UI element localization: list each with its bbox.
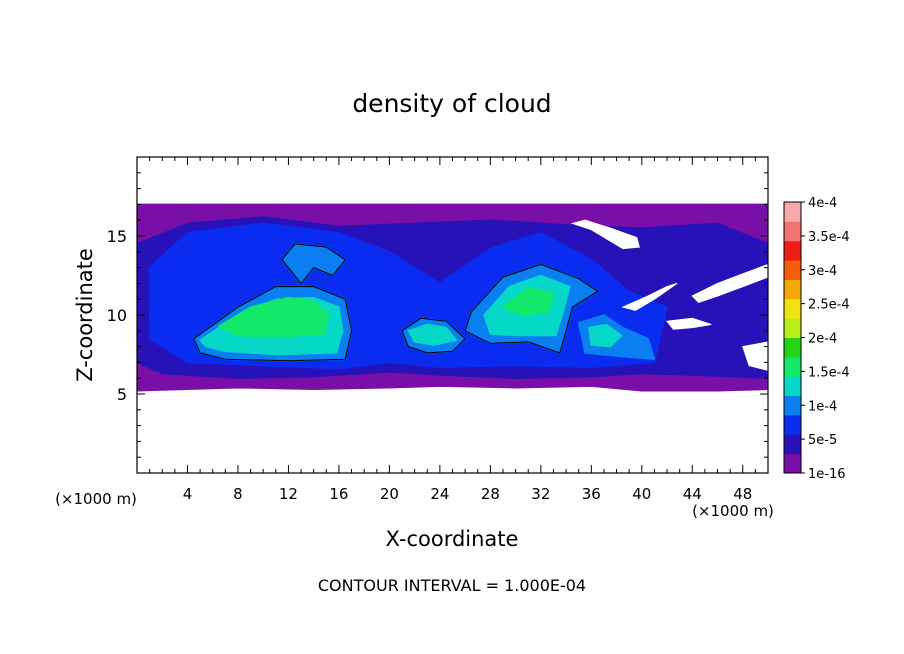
density-level-13 xyxy=(502,287,555,316)
colorbar-label: 3.5e-4 xyxy=(808,230,850,245)
colorbar: 1e-16 5e-5 1e-4 1.5e-4 2e-4 2.5e-4 3e-4 3.5e-4 4… xyxy=(783,196,850,482)
cloud-free-region-0 xyxy=(570,219,640,250)
colorbar-label: 1e-4 xyxy=(808,399,837,414)
x-tick-label: 32 xyxy=(531,485,550,503)
x-tick-label: 40 xyxy=(632,485,651,503)
colorbar-label: 5e-5 xyxy=(808,433,837,448)
x-unit-right: (×1000 m) xyxy=(692,502,774,520)
colorbar-label: 2e-4 xyxy=(808,332,837,347)
x-tick-label: 20 xyxy=(380,485,399,503)
x-tick-label: 36 xyxy=(582,485,601,503)
contour-line-1 xyxy=(281,243,346,284)
contour-line-3 xyxy=(401,317,466,354)
colorbar-swatch xyxy=(784,414,801,435)
colorbar-swatch xyxy=(784,337,801,358)
colorbar-label: 1e-16 xyxy=(808,467,846,482)
colorbar-swatch xyxy=(784,260,801,280)
x-tick-label: 28 xyxy=(481,485,500,503)
colorbar-label: 1.5e-4 xyxy=(808,365,850,380)
cloud-free-region-2 xyxy=(691,263,768,303)
x-axis-label: X-coordinate xyxy=(386,527,519,551)
density-level-10 xyxy=(407,323,458,346)
x-tick-label: 4 xyxy=(183,485,193,503)
density-level-12 xyxy=(218,296,330,338)
contour-line-2 xyxy=(464,263,599,354)
x-tick-label: 8 xyxy=(233,485,243,503)
colorbar-swatch xyxy=(784,376,801,397)
x-axis: 4 8 12 16 20 24 28 32 36 40 44 48 xyxy=(149,157,756,503)
colorbar-swatch xyxy=(784,221,801,242)
colorbar-swatch xyxy=(784,395,801,416)
colorbar-swatch xyxy=(784,318,801,338)
x-tick-label: 16 xyxy=(329,485,348,503)
x-tick-label: 48 xyxy=(733,485,752,503)
colorbar-label: 4e-4 xyxy=(808,196,837,211)
colorbar-swatch xyxy=(784,453,801,474)
cloud-free-region-3 xyxy=(666,317,712,330)
cloud-free-region-4 xyxy=(742,341,768,371)
contour-interval-note: CONTOUR INTERVAL = 1.000E-04 xyxy=(318,576,586,595)
density-level-11 xyxy=(588,323,623,348)
colorbar-swatch xyxy=(784,240,801,261)
colorbar-swatch xyxy=(784,356,801,377)
x-unit-left: (×1000 m) xyxy=(55,490,137,508)
y-tick-label: 10 xyxy=(107,306,127,325)
chart-title: density of cloud xyxy=(352,89,551,118)
x-tick-label: 12 xyxy=(279,485,298,503)
colorbar-swatch xyxy=(784,434,801,455)
x-tick-label: 24 xyxy=(430,485,449,503)
colorbar-swatch xyxy=(784,202,801,222)
contour-line-0 xyxy=(193,286,352,362)
density-field xyxy=(137,203,768,392)
y-axis-label: Z-coordinate xyxy=(73,248,97,382)
colorbar-label: 2.5e-4 xyxy=(808,298,850,313)
colorbar-label: 3e-4 xyxy=(808,264,837,279)
y-tick-label: 5 xyxy=(117,385,127,404)
cloud-free-region-1 xyxy=(621,282,678,311)
colorbar-swatch xyxy=(784,279,801,300)
x-tick-label: 44 xyxy=(683,485,702,503)
y-tick-label: 15 xyxy=(107,227,127,246)
y-axis: 5 10 15 xyxy=(107,172,768,458)
colorbar-swatch xyxy=(784,298,801,319)
